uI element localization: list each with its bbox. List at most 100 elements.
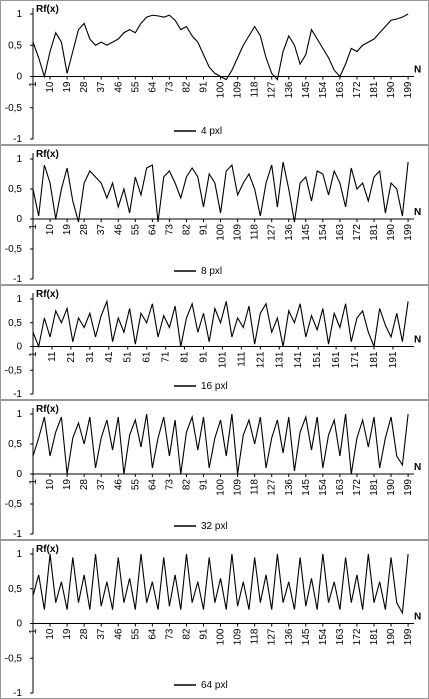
x-tick-label: 118 [250, 81, 261, 97]
y-tick-label: -0,5 [5, 365, 23, 376]
x-tick-label: 19 [62, 81, 73, 93]
x-tick-label: 91 [199, 81, 210, 93]
y-tick-label: -0,5 [5, 244, 23, 255]
x-tick-label: 145 [301, 479, 312, 496]
x-tick-label: 61 [142, 351, 153, 363]
x-tick-label: 131 [274, 351, 285, 368]
x-tick-label: 181 [369, 628, 380, 645]
y-axis-title: Rf(x) [36, 404, 59, 415]
x-tick-label: 82 [181, 224, 192, 236]
x-tick-label: 154 [318, 224, 329, 241]
x-tick-label: 73 [164, 479, 175, 491]
x-tick-label: 109 [233, 479, 244, 496]
x-tick-label: 64 [147, 81, 158, 93]
panel-border [0, 145, 429, 285]
x-tick-label: 82 [181, 628, 192, 640]
y-tick-label: -1 [13, 688, 22, 699]
x-tick-label: 191 [388, 351, 399, 368]
x-tick-label: 145 [301, 81, 312, 98]
x-axis-title: N [414, 207, 421, 218]
y-axis-title: Rf(x) [36, 289, 59, 300]
x-tick-label: 190 [386, 224, 397, 241]
x-tick-label: 163 [335, 628, 346, 645]
x-tick-label: 10 [45, 81, 56, 93]
y-tick-label: 0 [16, 619, 22, 630]
x-tick-label: 154 [318, 479, 329, 496]
y-tick-label: 1 [16, 409, 22, 420]
x-tick-label: 109 [233, 81, 244, 98]
x-tick-label: 154 [318, 81, 329, 98]
x-tick-label: 91 [199, 628, 210, 640]
x-tick-label: 100 [216, 628, 227, 645]
y-axis-title: Rf(x) [36, 4, 59, 15]
x-tick-label: 136 [284, 81, 295, 98]
x-tick-label: 190 [386, 81, 397, 98]
x-tick-label: 37 [96, 224, 107, 236]
x-tick-label: 73 [164, 224, 175, 236]
x-tick-label: 10 [45, 628, 56, 640]
x-tick-label: 127 [267, 479, 278, 496]
y-tick-label: -1 [13, 529, 22, 540]
y-tick-label: 1 [16, 154, 22, 165]
x-tick-label: 73 [164, 81, 175, 93]
x-tick-label: 64 [147, 479, 158, 491]
x-tick-label: 1 [28, 81, 39, 87]
x-tick-label: 127 [267, 628, 278, 645]
series-line [32, 413, 409, 475]
x-tick-label: 55 [130, 479, 141, 491]
x-tick-label: 190 [386, 628, 397, 645]
panel-border [0, 540, 429, 699]
x-tick-label: 163 [335, 224, 346, 241]
x-tick-label: 145 [301, 224, 312, 241]
x-tick-label: 71 [161, 351, 172, 363]
legend-label: 4 pxl [201, 126, 222, 137]
x-tick-label: 151 [312, 351, 323, 368]
y-tick-label: 0,5 [8, 584, 22, 595]
x-tick-label: 136 [284, 628, 295, 645]
x-tick-label: 19 [62, 628, 73, 640]
x-tick-label: 172 [352, 628, 363, 645]
x-tick-label: 127 [267, 81, 278, 98]
x-tick-label: 55 [130, 224, 141, 236]
x-tick-label: 100 [216, 224, 227, 241]
x-tick-label: 190 [386, 479, 397, 496]
x-tick-label: 28 [79, 81, 90, 93]
x-tick-label: 136 [284, 224, 295, 241]
x-tick-label: 136 [284, 479, 295, 496]
legend-label: 16 pxl [201, 381, 228, 392]
x-tick-label: 161 [331, 351, 342, 368]
x-tick-label: 81 [180, 351, 191, 363]
x-tick-label: 73 [164, 628, 175, 640]
y-tick-label: -0,5 [5, 103, 23, 114]
x-tick-label: 109 [233, 224, 244, 241]
x-tick-label: 172 [352, 224, 363, 241]
x-tick-label: 199 [403, 479, 414, 496]
x-tick-label: 46 [113, 224, 124, 236]
x-tick-label: 118 [250, 628, 261, 644]
x-tick-label: 10 [45, 224, 56, 236]
x-tick-label: 19 [62, 224, 73, 236]
x-tick-label: 1 [28, 628, 39, 634]
x-tick-label: 46 [113, 628, 124, 640]
y-tick-label: -1 [13, 274, 22, 285]
x-tick-label: 181 [369, 351, 380, 368]
x-tick-label: 28 [79, 628, 90, 640]
x-tick-label: 154 [318, 628, 329, 645]
x-tick-label: 127 [267, 224, 278, 241]
x-axis-title: N [414, 612, 421, 623]
y-tick-label: -0,5 [5, 499, 23, 510]
x-tick-label: 111 [236, 351, 247, 367]
legend-label: 8 pxl [201, 266, 222, 277]
legend-label: 64 pxl [201, 680, 228, 691]
y-axis-title: Rf(x) [36, 544, 59, 555]
x-tick-label: 91 [199, 351, 210, 363]
x-tick-label: 171 [350, 351, 361, 368]
x-tick-label: 1 [28, 479, 39, 485]
y-tick-label: 1 [16, 549, 22, 560]
series-line [32, 553, 409, 615]
x-tick-label: 51 [123, 351, 134, 363]
y-axis-title: Rf(x) [36, 149, 59, 160]
x-tick-label: 172 [352, 81, 363, 98]
x-tick-label: 46 [113, 81, 124, 93]
